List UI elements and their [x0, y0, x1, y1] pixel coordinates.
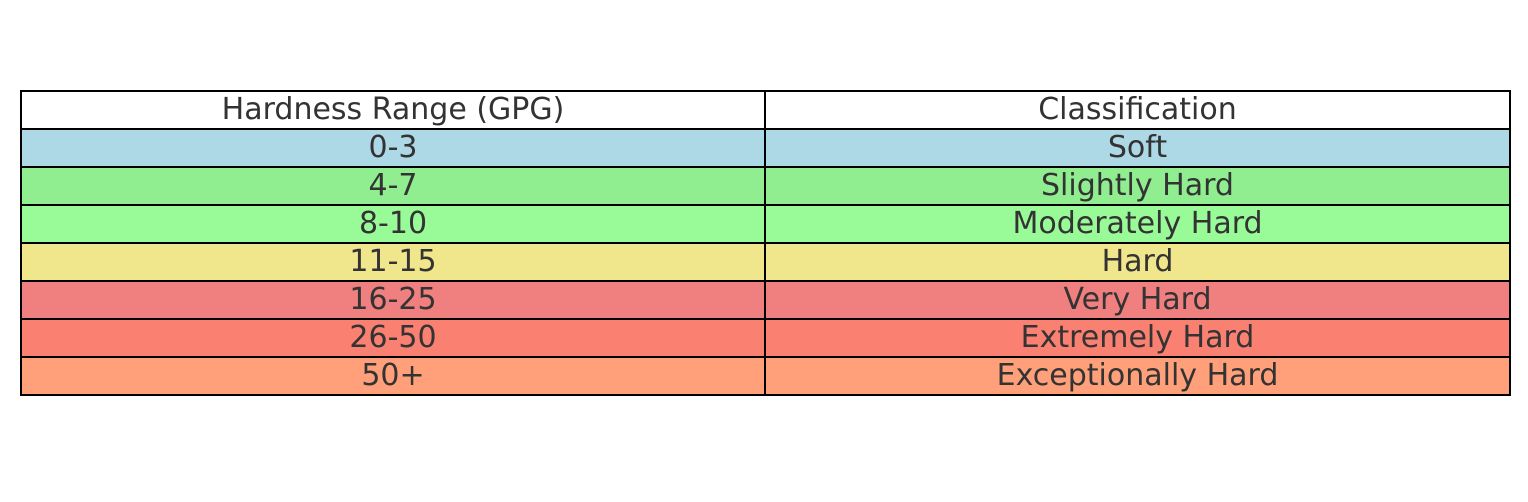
cell-hardness-range: 26-50	[20, 318, 766, 358]
table-header-row: Hardness Range (GPG) Classification	[20, 90, 1511, 130]
table-row: 4-7 Slightly Hard	[20, 166, 1511, 206]
column-header-classification: Classification	[764, 90, 1511, 130]
cell-hardness-range: 11-15	[20, 242, 766, 282]
table-row: 26-50 Extremely Hard	[20, 318, 1511, 358]
cell-hardness-range: 0-3	[20, 128, 766, 168]
cell-classification: Soft	[764, 128, 1511, 168]
table-row: 0-3 Soft	[20, 128, 1511, 168]
column-header-range: Hardness Range (GPG)	[20, 90, 766, 130]
hardness-table-container: Hardness Range (GPG) Classification 0-3 S…	[20, 90, 1511, 396]
cell-hardness-range: 50+	[20, 356, 766, 396]
table-row: 50+ Exceptionally Hard	[20, 356, 1511, 396]
table-body: 0-3 Soft 4-7 Slightly Hard 8-10 Moderately Ha…	[20, 128, 1511, 396]
cell-classification: Extremely Hard	[764, 318, 1511, 358]
cell-classification: Exceptionally Hard	[764, 356, 1511, 396]
cell-hardness-range: 16-25	[20, 280, 766, 320]
table-row: 11-15 Hard	[20, 242, 1511, 282]
cell-classification: Hard	[764, 242, 1511, 282]
cell-classification: Moderately Hard	[764, 204, 1511, 244]
cell-hardness-range: 4-7	[20, 166, 766, 206]
cell-classification: Very Hard	[764, 280, 1511, 320]
table-row: 16-25 Very Hard	[20, 280, 1511, 320]
table-row: 8-10 Moderately Hard	[20, 204, 1511, 244]
cell-classification: Slightly Hard	[764, 166, 1511, 206]
hardness-table: Hardness Range (GPG) Classification 0-3 S…	[20, 90, 1511, 396]
cell-hardness-range: 8-10	[20, 204, 766, 244]
